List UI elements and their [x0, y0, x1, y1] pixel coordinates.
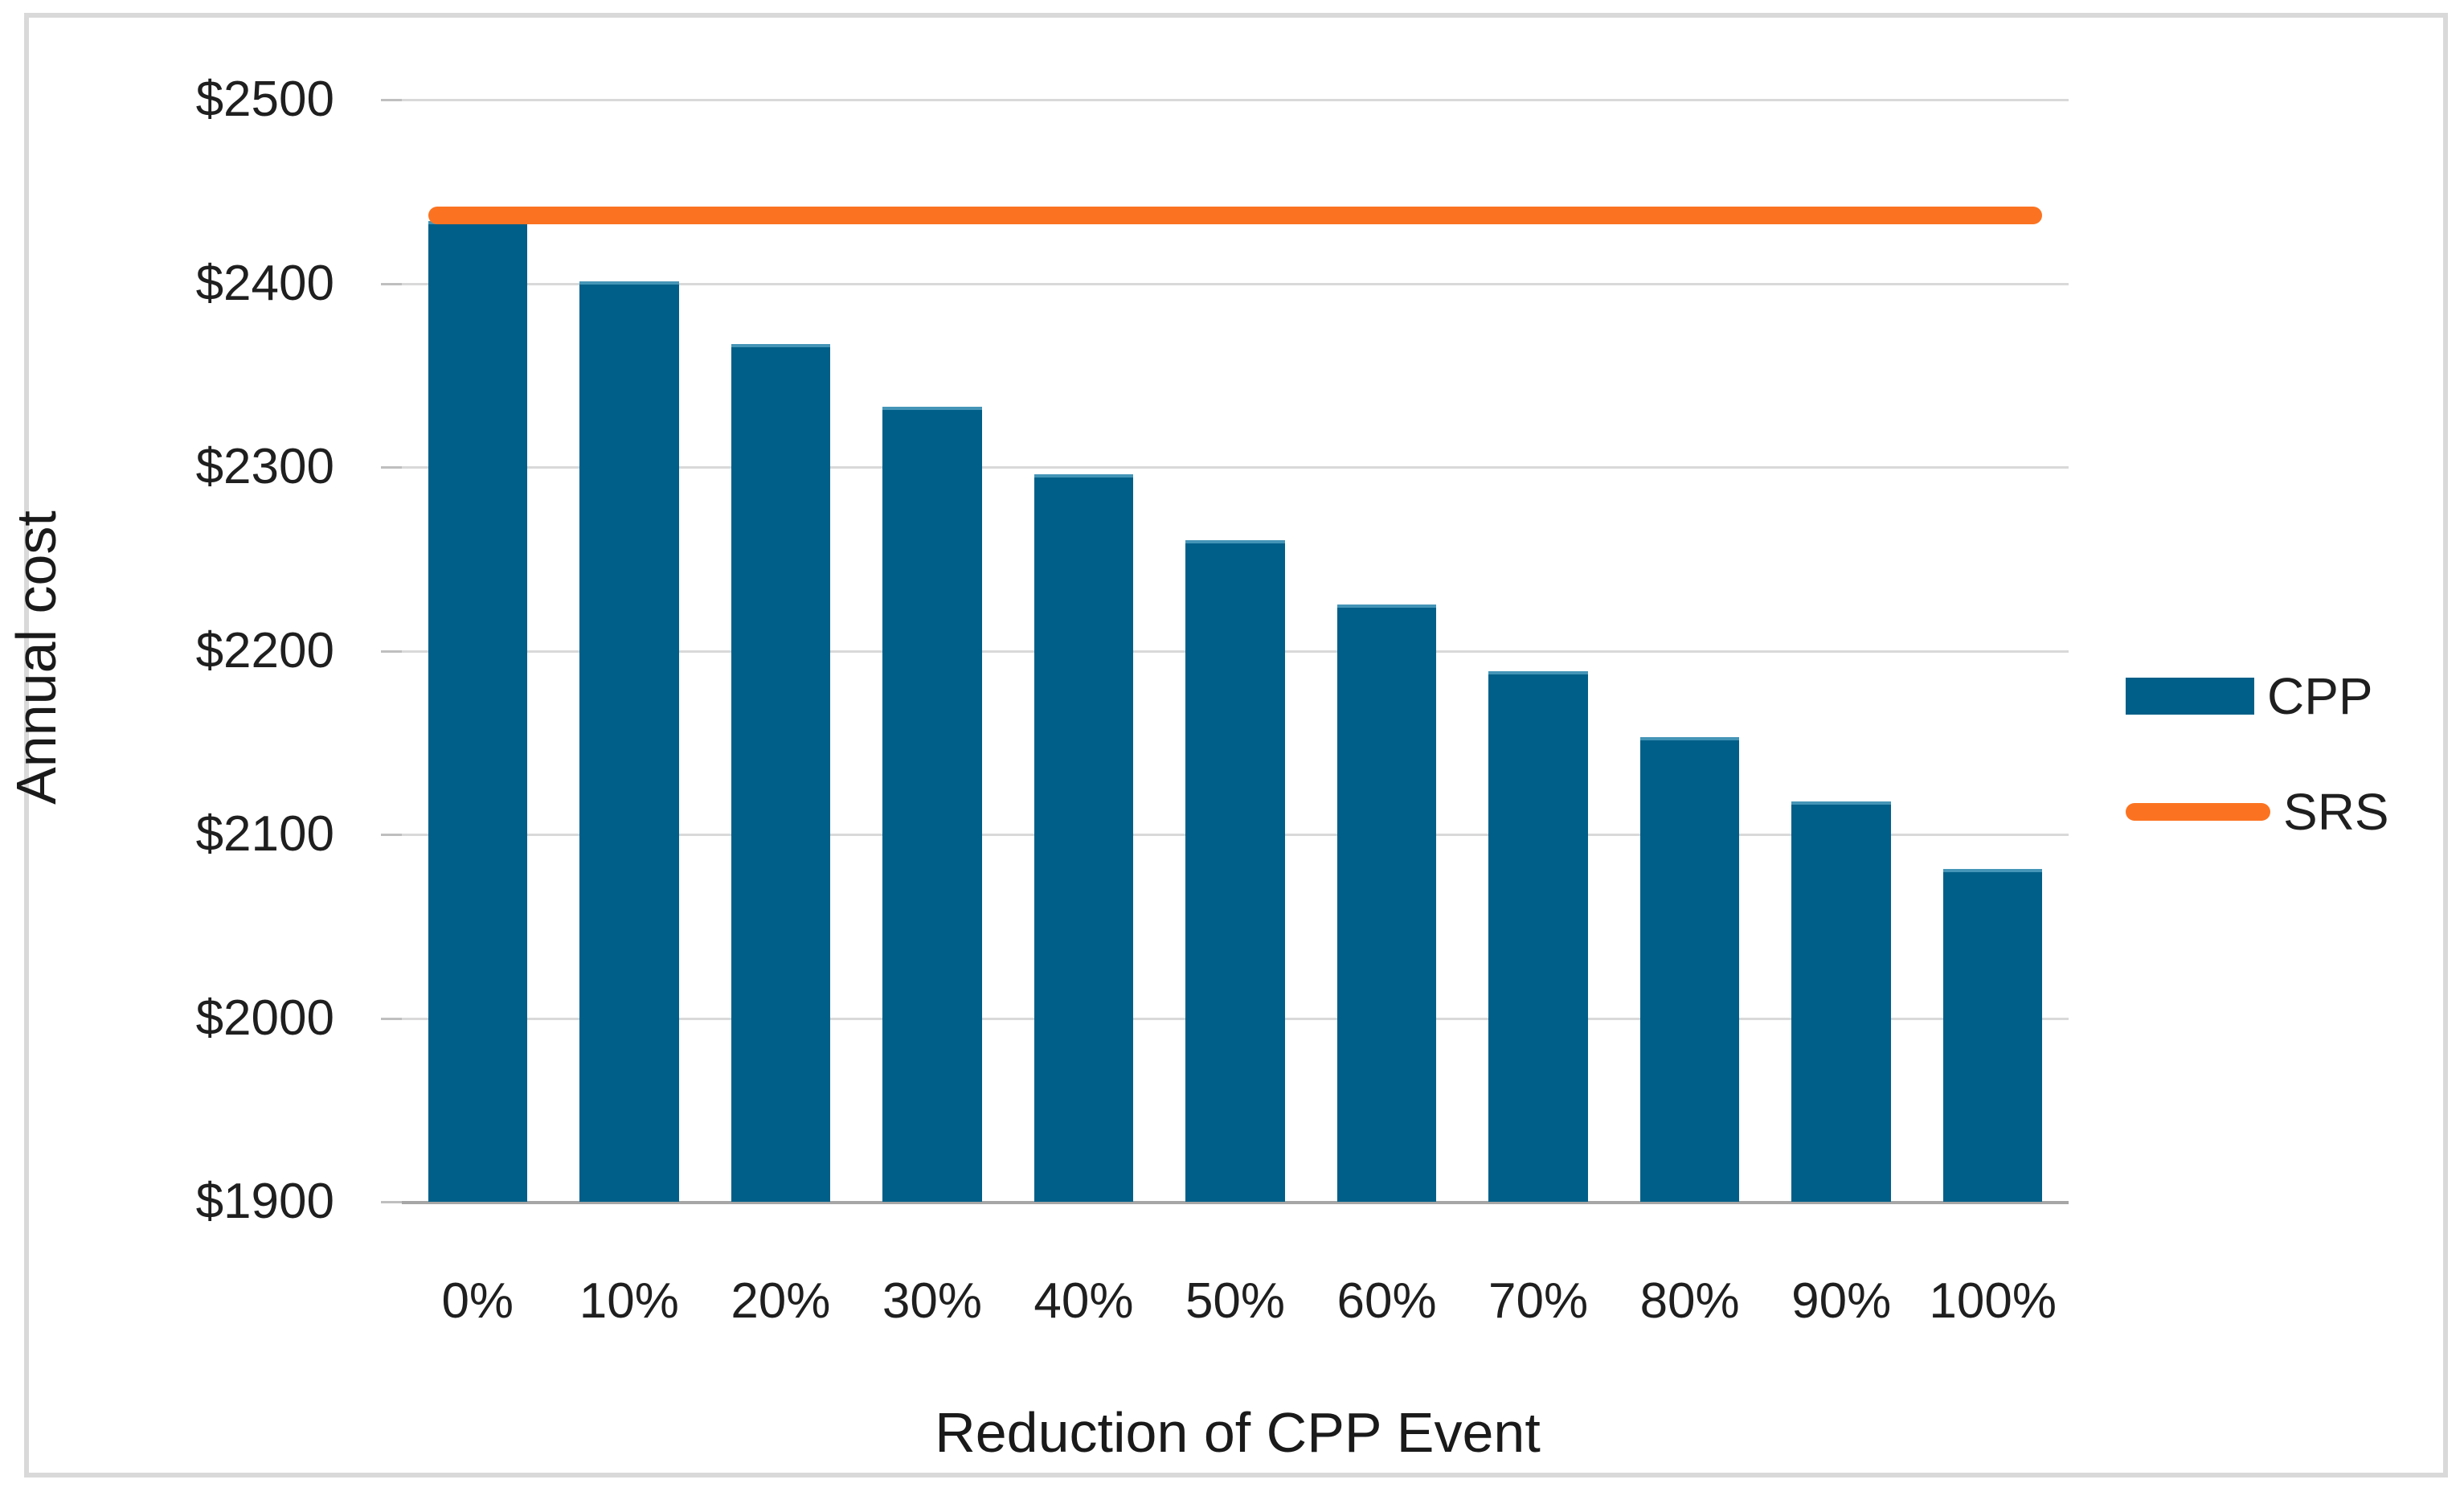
legend-label-cpp: CPP: [2267, 667, 2373, 725]
bar-60%: [1336, 605, 1437, 1202]
bar-20%: [731, 343, 831, 1202]
y-tick-mark-2400: [381, 282, 402, 285]
y-tick-label-2200: $2200: [195, 622, 334, 678]
x-tick-label-10%: 10%: [579, 1273, 679, 1329]
legend-item-cpp: CPP: [2126, 661, 2389, 732]
gridline-2300: [402, 466, 2069, 469]
x-tick-label-30%: 30%: [882, 1273, 982, 1329]
srs-line: [428, 206, 2043, 224]
x-tick-label-40%: 40%: [1033, 1273, 1134, 1329]
bar-70%: [1488, 670, 1588, 1202]
x-tick-label-20%: 20%: [731, 1273, 831, 1329]
y-tick-label-1900: $1900: [195, 1174, 334, 1229]
bar-30%: [882, 406, 982, 1202]
x-tick-label-0%: 0%: [441, 1273, 514, 1329]
y-tick-mark-1900: [381, 1201, 402, 1203]
x-tick-label-100%: 100%: [1929, 1273, 2057, 1329]
x-tick-label-50%: 50%: [1185, 1273, 1286, 1329]
x-tick-label-80%: 80%: [1639, 1273, 1740, 1329]
cpp-series-swatch: [2126, 678, 2254, 715]
y-tick-mark-2500: [381, 99, 402, 101]
x-tick-label-70%: 70%: [1488, 1273, 1589, 1329]
y-tick-mark-2200: [381, 650, 402, 653]
bar-50%: [1185, 540, 1285, 1202]
srs-series-swatch: [2126, 803, 2270, 821]
bar-90%: [1791, 801, 1891, 1202]
y-tick-mark-2100: [381, 834, 402, 836]
gridline-2500: [402, 99, 2069, 101]
y-tick-label-2100: $2100: [195, 806, 334, 862]
bar-100%: [1942, 869, 2043, 1202]
x-axis-title: Reduction of CPP Event: [935, 1401, 1541, 1464]
gridline-1900: [402, 1201, 2069, 1204]
bar-10%: [579, 281, 679, 1202]
x-tick-label-90%: 90%: [1791, 1273, 1892, 1329]
legend-item-srs: SRS: [2126, 777, 2389, 847]
y-tick-label-2400: $2400: [195, 255, 334, 311]
y-tick-label-2500: $2500: [195, 72, 334, 127]
gridline-2400: [402, 282, 2069, 285]
bar-40%: [1033, 474, 1134, 1202]
legend: CPP SRS: [2126, 661, 2389, 847]
legend-label-srs: SRS: [2283, 783, 2389, 841]
bar-80%: [1639, 736, 1740, 1202]
y-tick-label-2000: $2000: [195, 990, 334, 1046]
x-tick-label-60%: 60%: [1336, 1273, 1437, 1329]
y-tick-mark-2300: [381, 466, 402, 469]
y-axis-title: Annual cost: [5, 510, 68, 805]
bar-0%: [428, 220, 527, 1202]
y-tick-label-2300: $2300: [195, 439, 334, 494]
y-tick-mark-2000: [381, 1017, 402, 1020]
